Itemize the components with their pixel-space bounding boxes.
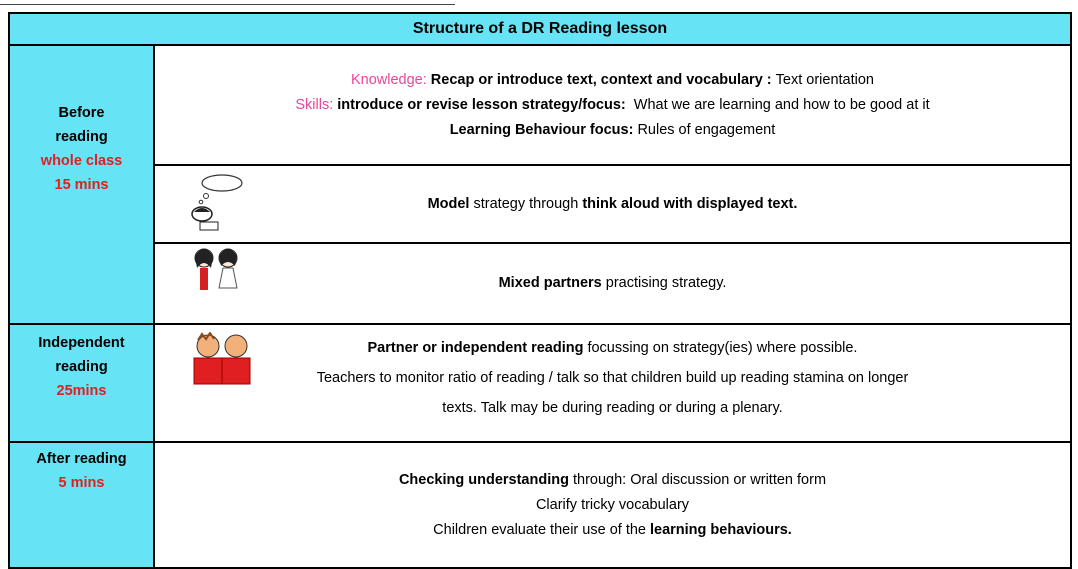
text-line: texts. Talk may be during reading or dur… — [442, 393, 782, 423]
stage-text: reading — [55, 129, 108, 145]
stage-text: 15 mins — [54, 177, 109, 193]
text-segment: through: Oral discussion or written form — [568, 471, 827, 488]
text-segment: Mixed partners — [498, 275, 602, 291]
table-title: Structure of a DR Reading lesson — [8, 12, 1072, 46]
text-segment: What we are learning and how to be good … — [625, 96, 930, 113]
text-line: Skills: introduce or revise lesson strat… — [295, 93, 929, 118]
text-segment: texts. Talk may be during reading or dur… — [442, 400, 783, 416]
stage-cell: After reading 5 mins — [8, 443, 155, 569]
text-line: Teachers to monitor ratio of reading / t… — [317, 363, 909, 393]
text-segment: learning behaviours. — [650, 521, 792, 538]
stage-text: Independent — [38, 335, 125, 351]
text-segment: introduce or revise lesson strategy/focu… — [337, 96, 626, 113]
text-line: Knowledge: Recap or introduce text, cont… — [351, 68, 874, 93]
stage-text: reading — [55, 359, 108, 375]
text-segment: Teachers to monitor ratio of reading / t… — [316, 370, 909, 386]
text-segment: Knowledge: — [350, 71, 431, 88]
text-segment: focussing on strategy(ies) where possibl… — [583, 340, 858, 356]
text-line: Mixed partners practising strategy. — [499, 271, 727, 296]
stage-cell: Independent reading 25mins — [8, 325, 155, 443]
text-segment: Model — [427, 195, 470, 212]
text-segment: Text orientation — [775, 71, 874, 88]
text-segment: Clarify tricky vocabulary — [535, 496, 690, 513]
stage-text: whole class — [40, 153, 123, 169]
readers-icon — [193, 332, 251, 385]
text-line: Learning Behaviour focus: Rules of engag… — [450, 118, 776, 143]
text-segment: Skills: — [295, 96, 338, 113]
text-segment: Partner or independent reading — [367, 340, 584, 356]
content-cell: Partner or independent reading focussing… — [155, 325, 1072, 443]
content-cell: Checking understanding through: Oral dis… — [155, 443, 1072, 569]
text-segment: practising strategy. — [601, 275, 727, 291]
text-line: Checking understanding through: Oral dis… — [399, 468, 826, 493]
text-segment: Checking understanding — [398, 471, 569, 488]
content-cell: Model strategy through think aloud with … — [155, 166, 1072, 244]
stage-cell: Before reading whole class 15 mins — [8, 46, 155, 325]
partners-icon — [194, 248, 238, 290]
stage-text: 5 mins — [58, 475, 105, 491]
text-segment: Recap or introduce text, context and voc… — [430, 71, 776, 88]
text-segment: Children evaluate their use of the — [433, 521, 650, 538]
content-cell: Knowledge: Recap or introduce text, cont… — [155, 46, 1072, 166]
text-line: Children evaluate their use of the learn… — [433, 518, 792, 543]
content-cell: Mixed partners practising strategy. — [155, 244, 1072, 325]
text-line: Model strategy through think aloud with … — [428, 192, 798, 217]
stage-text: 25mins — [56, 383, 107, 399]
text-line: Clarify tricky vocabulary — [536, 493, 689, 518]
stage-text: After reading — [36, 451, 127, 467]
stage-text: Before — [58, 105, 105, 121]
think-aloud-icon — [191, 174, 243, 231]
top-rule — [0, 4, 455, 5]
text-segment: think aloud with displayed text. — [582, 195, 798, 212]
text-line: Partner or independent reading focussing… — [368, 333, 858, 363]
text-segment: Rules of engagement — [637, 121, 776, 138]
text-segment: strategy through — [469, 195, 583, 212]
text-segment: Learning Behaviour focus: — [449, 121, 638, 138]
